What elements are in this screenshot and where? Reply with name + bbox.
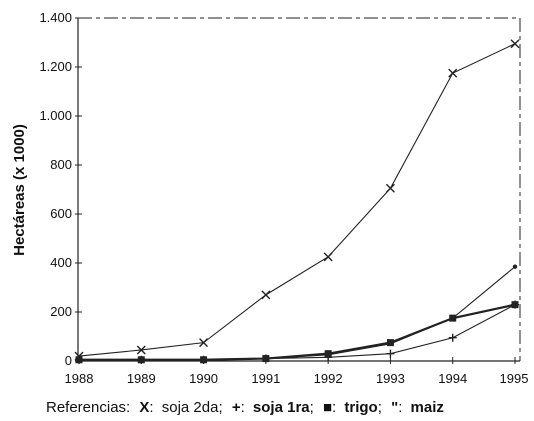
y-tick-label: 800 <box>50 157 72 172</box>
series-line-maiz <box>79 266 516 361</box>
marker-maiz <box>76 357 82 362</box>
y-tick-label: 200 <box>50 304 72 319</box>
y-tick-label: 0 <box>65 353 72 368</box>
legend-sep-soja-1ra: : <box>241 399 245 416</box>
y-tick-label: 400 <box>50 255 72 270</box>
marker-maiz <box>325 352 331 358</box>
x-tick-label: 1995 <box>500 371 529 386</box>
x-tick-label: 1990 <box>189 371 218 386</box>
series-trigo <box>75 301 519 364</box>
series-maiz <box>76 264 518 362</box>
marker-maiz <box>263 356 269 361</box>
marker-soja-2da <box>448 68 458 78</box>
marker-soja-2da <box>199 338 209 348</box>
series-line-soja-1ra <box>79 304 516 361</box>
legend-symbol-soja-2da: X <box>139 399 149 416</box>
legend-symbol-trigo: ■ <box>323 399 332 416</box>
y-tick-label: 1.000 <box>39 108 72 123</box>
marker-maiz <box>388 341 393 347</box>
legend-label-maiz: maiz <box>411 399 444 416</box>
legend-end-soja-1ra: ; <box>310 399 314 416</box>
legend-end-soja-2da: ; <box>218 399 222 416</box>
y-tick-label: 600 <box>50 206 72 221</box>
legend-prefix: Referencias: <box>46 399 130 416</box>
legend-label-soja-1ra: soja 1ra <box>253 399 310 416</box>
marker-maiz <box>201 357 206 362</box>
y-ticks: 0 200 400 600 800 1.000 1.200 1.400 <box>39 10 82 368</box>
marker-soja-1ra <box>448 333 457 342</box>
marker-soja-2da <box>385 183 395 193</box>
legend-symbol-soja-1ra: + <box>232 399 241 416</box>
series-line-trigo <box>79 303 516 361</box>
y-tick-label: 1.400 <box>39 10 72 25</box>
marker-soja-2da <box>323 252 333 262</box>
marker-soja-1ra <box>386 349 395 358</box>
y-tick-label: 1.200 <box>39 59 72 74</box>
legend-sep-maiz: : <box>398 399 402 416</box>
x-tick-label: 1991 <box>251 371 280 386</box>
series-soja-1ra <box>75 300 519 364</box>
marker-soja-2da <box>261 290 271 300</box>
marker-maiz <box>512 264 518 269</box>
x-tick-label: 1993 <box>376 371 405 386</box>
legend-sep-soja-2da: : <box>149 399 153 416</box>
series-soja-2da <box>74 39 520 361</box>
legend-sep-trigo: : <box>332 399 336 416</box>
chart-axes <box>77 17 521 362</box>
marker-trigo <box>511 301 519 309</box>
y-axis-label: Hectáreas (x 1000) <box>11 124 28 256</box>
series-group <box>74 39 520 364</box>
x-tick-label: 1992 <box>314 371 343 386</box>
x-tick-label: 1988 <box>65 371 94 386</box>
legend: Referencias: X: soja 2da; +: soja 1ra; ■… <box>46 399 444 416</box>
marker-soja-2da <box>510 39 520 49</box>
x-tick-label: 1989 <box>127 371 156 386</box>
series-line-soja-2da <box>78 43 516 357</box>
legend-end-trigo: ; <box>378 399 382 416</box>
marker-maiz <box>450 315 455 321</box>
legend-label-trigo: trigo <box>344 399 377 416</box>
legend-label-soja-2da: soja 2da <box>162 399 219 416</box>
marker-maiz <box>139 357 144 362</box>
x-tick-label: 1994 <box>438 371 467 386</box>
legend-symbol-maiz: " <box>391 399 398 416</box>
marker-soja-2da <box>136 345 146 355</box>
